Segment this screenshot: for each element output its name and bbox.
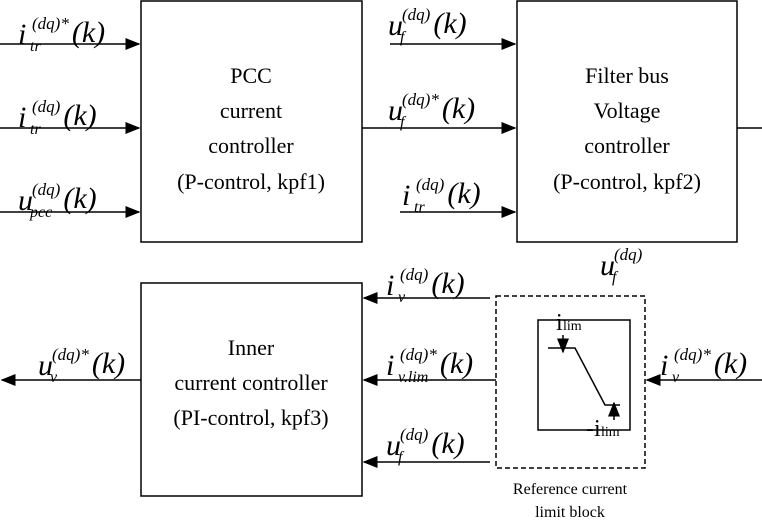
- label-arg: (k): [431, 427, 464, 460]
- lim-sub: lim: [601, 425, 620, 440]
- label-sub: v: [398, 289, 406, 306]
- label-base: i: [386, 349, 394, 382]
- label-arg: (k): [72, 16, 105, 49]
- label-sup: (dq): [416, 175, 445, 194]
- lim-base: -i: [586, 416, 601, 442]
- label-base: u: [600, 249, 615, 282]
- label-sup: (dq): [400, 265, 429, 284]
- caption: Reference current: [513, 481, 628, 498]
- blocks: [140, 0, 738, 497]
- label-arg: (k): [433, 7, 466, 40]
- limit-block: [495, 295, 646, 469]
- label-arg: (k): [714, 347, 747, 380]
- arrows: [0, 38, 762, 468]
- label-sup: (dq): [32, 180, 61, 199]
- label-arg: (k): [440, 347, 473, 380]
- label-sub: f: [612, 269, 619, 286]
- filter-block: [516, 0, 738, 243]
- label-arg: (k): [92, 347, 125, 380]
- block-line: Voltage: [594, 98, 661, 123]
- label-sup: (dq)*: [52, 345, 89, 364]
- label-sub: f: [400, 29, 407, 46]
- block-line: current: [220, 98, 282, 123]
- label-sup: (dq): [614, 245, 643, 264]
- label-sup: (dq)*: [402, 90, 439, 109]
- lim-sub: lim: [563, 319, 582, 334]
- label-sup: (dq)*: [400, 345, 437, 364]
- block-line: controller: [584, 133, 670, 158]
- label-sup: (dq): [32, 97, 61, 116]
- block-line: controller: [208, 133, 294, 158]
- label-arg: (k): [431, 267, 464, 300]
- label-sup: (dq): [400, 425, 429, 444]
- block-line: Inner: [228, 335, 275, 360]
- block-line: current controller: [174, 370, 328, 395]
- limit-labels: i lim -i lim: [556, 310, 620, 442]
- label-sup: (dq)*: [32, 14, 69, 33]
- label-sub: v: [672, 369, 680, 386]
- label-sub: f: [398, 449, 405, 466]
- block-line: (PI-control, kpf3): [173, 405, 328, 430]
- inner-block: [140, 282, 363, 497]
- pcc-block: [140, 0, 363, 243]
- caption: limit block: [535, 504, 605, 521]
- label-base: u: [386, 429, 401, 462]
- label-arg: (k): [63, 99, 96, 132]
- label-sup: (dq)*: [674, 345, 711, 364]
- label-base: u: [388, 9, 403, 42]
- label-sub: tr: [30, 38, 41, 55]
- label-arg: (k): [442, 92, 475, 125]
- label-sup: (dq): [402, 5, 431, 24]
- label-sub: f: [400, 114, 407, 131]
- label-sub: pcc: [29, 204, 52, 221]
- label-sub: v.lim: [398, 369, 428, 386]
- label-sub: v: [50, 369, 58, 386]
- label-base: u: [38, 349, 53, 382]
- label-base: i: [18, 101, 26, 134]
- label-base: i: [386, 269, 394, 302]
- block-line: (P-control, kpf1): [177, 169, 325, 194]
- label-sub: tr: [30, 121, 41, 138]
- limit-inner: [537, 319, 631, 431]
- block-line: PCC: [230, 63, 272, 88]
- label-sub: tr: [414, 199, 425, 216]
- block-line: Filter bus: [585, 63, 669, 88]
- limit-curve: [548, 347, 620, 406]
- block-line: (P-control, kpf2): [553, 169, 701, 194]
- label-arg: (k): [447, 177, 480, 210]
- label-base: u: [18, 184, 33, 217]
- label-arg: (k): [63, 182, 96, 215]
- label-base: i: [402, 179, 410, 212]
- lim-base: i: [556, 310, 563, 336]
- label-base: i: [18, 18, 26, 51]
- block-texts: PCC current controller (P-control, kpf1)…: [173, 63, 701, 521]
- label-base: u: [388, 94, 403, 127]
- label-base: i: [660, 349, 668, 382]
